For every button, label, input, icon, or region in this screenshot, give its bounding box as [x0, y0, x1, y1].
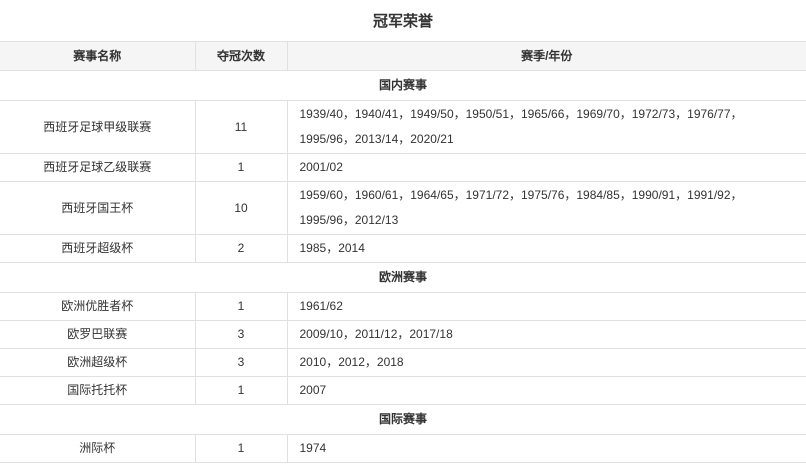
seasons-cell: 1974	[287, 434, 806, 463]
section-row: 欧洲赛事	[0, 262, 806, 293]
table-body: 国内赛事 西班牙足球甲级联赛 11 1939/40，1940/41，1949/50，1…	[0, 70, 806, 463]
seasons-cell: 1985，2014	[287, 234, 806, 263]
count-cell: 2	[195, 234, 288, 263]
table-row: 欧罗巴联赛 3 2009/10，2011/12，2017/18	[0, 320, 806, 349]
count-cell: 10	[195, 181, 288, 235]
competition-cell: 欧洲优胜者杯	[0, 292, 196, 321]
table-row: 西班牙足球甲级联赛 11 1939/40，1940/41，1949/50，1950/…	[0, 100, 806, 154]
section-label: 国际赛事	[0, 404, 806, 435]
competition-cell: 西班牙国王杯	[0, 181, 196, 235]
table-row: 欧洲超级杯 3 2010，2012，2018	[0, 348, 806, 377]
table-row: 欧洲优胜者杯 1 1961/62	[0, 292, 806, 321]
table-row: 国际托托杯 1 2007	[0, 376, 806, 405]
count-cell: 3	[195, 320, 288, 349]
count-cell: 1	[195, 434, 288, 463]
seasons-cell: 2009/10，2011/12，2017/18	[287, 320, 806, 349]
count-cell: 1	[195, 153, 288, 182]
competition-cell: 西班牙足球甲级联赛	[0, 100, 196, 154]
seasons-cell: 2010，2012，2018	[287, 348, 806, 377]
table-row: 西班牙足球乙级联赛 1 2001/02	[0, 153, 806, 182]
section-label: 国内赛事	[0, 70, 806, 101]
competition-cell: 国际托托杯	[0, 376, 196, 405]
competition-cell: 洲际杯	[0, 434, 196, 463]
count-cell: 1	[195, 376, 288, 405]
seasons-cell: 2001/02	[287, 153, 806, 182]
section-row: 国内赛事	[0, 70, 806, 101]
page-title: 冠军荣誉	[372, 13, 433, 30]
count-cell: 3	[195, 348, 288, 377]
count-cell: 11	[195, 100, 288, 154]
column-header-count: 夺冠次数	[195, 41, 288, 71]
column-header-competition: 赛事名称	[0, 41, 196, 71]
seasons-cell: 1961/62	[287, 292, 806, 321]
table-row: 西班牙超级杯 2 1985，2014	[0, 234, 806, 263]
seasons-cell: 2007	[287, 376, 806, 405]
section-row: 国际赛事	[0, 404, 806, 435]
competition-cell: 欧罗巴联赛	[0, 320, 196, 349]
seasons-cell: 1959/60，1960/61，1964/65，1971/72，1975/76，…	[287, 181, 806, 235]
section-label: 欧洲赛事	[0, 262, 806, 293]
column-header-seasons: 赛季/年份	[287, 41, 806, 71]
competition-cell: 西班牙足球乙级联赛	[0, 153, 196, 182]
table-header-row: 赛事名称 夺冠次数 赛季/年份	[0, 41, 806, 71]
table-row: 西班牙国王杯 10 1959/60，1960/61，1964/65，1971/72，…	[0, 181, 806, 235]
competition-cell: 西班牙超级杯	[0, 234, 196, 263]
count-cell: 1	[195, 292, 288, 321]
competition-cell: 欧洲超级杯	[0, 348, 196, 377]
table-row: 洲际杯 1 1974	[0, 434, 806, 463]
honors-table: 赛事名称 夺冠次数 赛季/年份 国内赛事 西班牙足球甲级联赛 11 1939/40，1…	[0, 41, 806, 463]
seasons-cell: 1939/40，1940/41，1949/50，1950/51，1965/66，…	[287, 100, 806, 154]
